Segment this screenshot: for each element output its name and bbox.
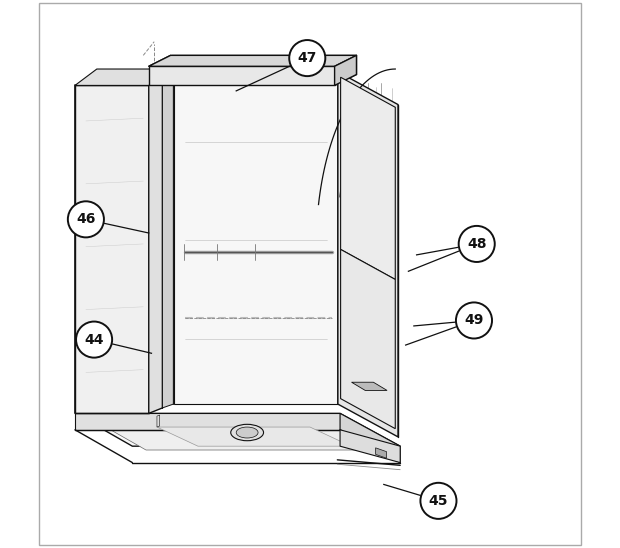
Ellipse shape bbox=[236, 427, 258, 438]
Circle shape bbox=[289, 40, 326, 76]
Text: 45: 45 bbox=[428, 494, 448, 508]
Text: 46: 46 bbox=[76, 212, 95, 226]
Polygon shape bbox=[340, 413, 400, 463]
Text: 48: 48 bbox=[467, 237, 487, 251]
Text: 44: 44 bbox=[84, 333, 104, 346]
Text: 49: 49 bbox=[464, 313, 484, 328]
Polygon shape bbox=[157, 427, 351, 446]
Ellipse shape bbox=[231, 424, 264, 441]
Polygon shape bbox=[162, 76, 174, 408]
Polygon shape bbox=[149, 80, 162, 413]
Polygon shape bbox=[335, 55, 356, 85]
Circle shape bbox=[420, 483, 456, 519]
Polygon shape bbox=[376, 448, 386, 458]
Text: eReplacementParts.com: eReplacementParts.com bbox=[246, 286, 374, 295]
Circle shape bbox=[76, 322, 112, 358]
Polygon shape bbox=[338, 72, 398, 437]
Polygon shape bbox=[174, 72, 338, 404]
Polygon shape bbox=[157, 415, 160, 427]
Circle shape bbox=[456, 302, 492, 339]
Polygon shape bbox=[75, 85, 149, 413]
Text: 47: 47 bbox=[298, 51, 317, 65]
Circle shape bbox=[68, 201, 104, 237]
Polygon shape bbox=[352, 382, 387, 390]
Polygon shape bbox=[149, 55, 356, 66]
Polygon shape bbox=[75, 413, 400, 446]
Polygon shape bbox=[340, 430, 400, 463]
Polygon shape bbox=[340, 249, 396, 429]
Polygon shape bbox=[340, 77, 396, 279]
Polygon shape bbox=[75, 413, 340, 430]
Polygon shape bbox=[149, 66, 335, 85]
Circle shape bbox=[459, 226, 495, 262]
Polygon shape bbox=[91, 419, 389, 450]
Polygon shape bbox=[75, 69, 170, 85]
